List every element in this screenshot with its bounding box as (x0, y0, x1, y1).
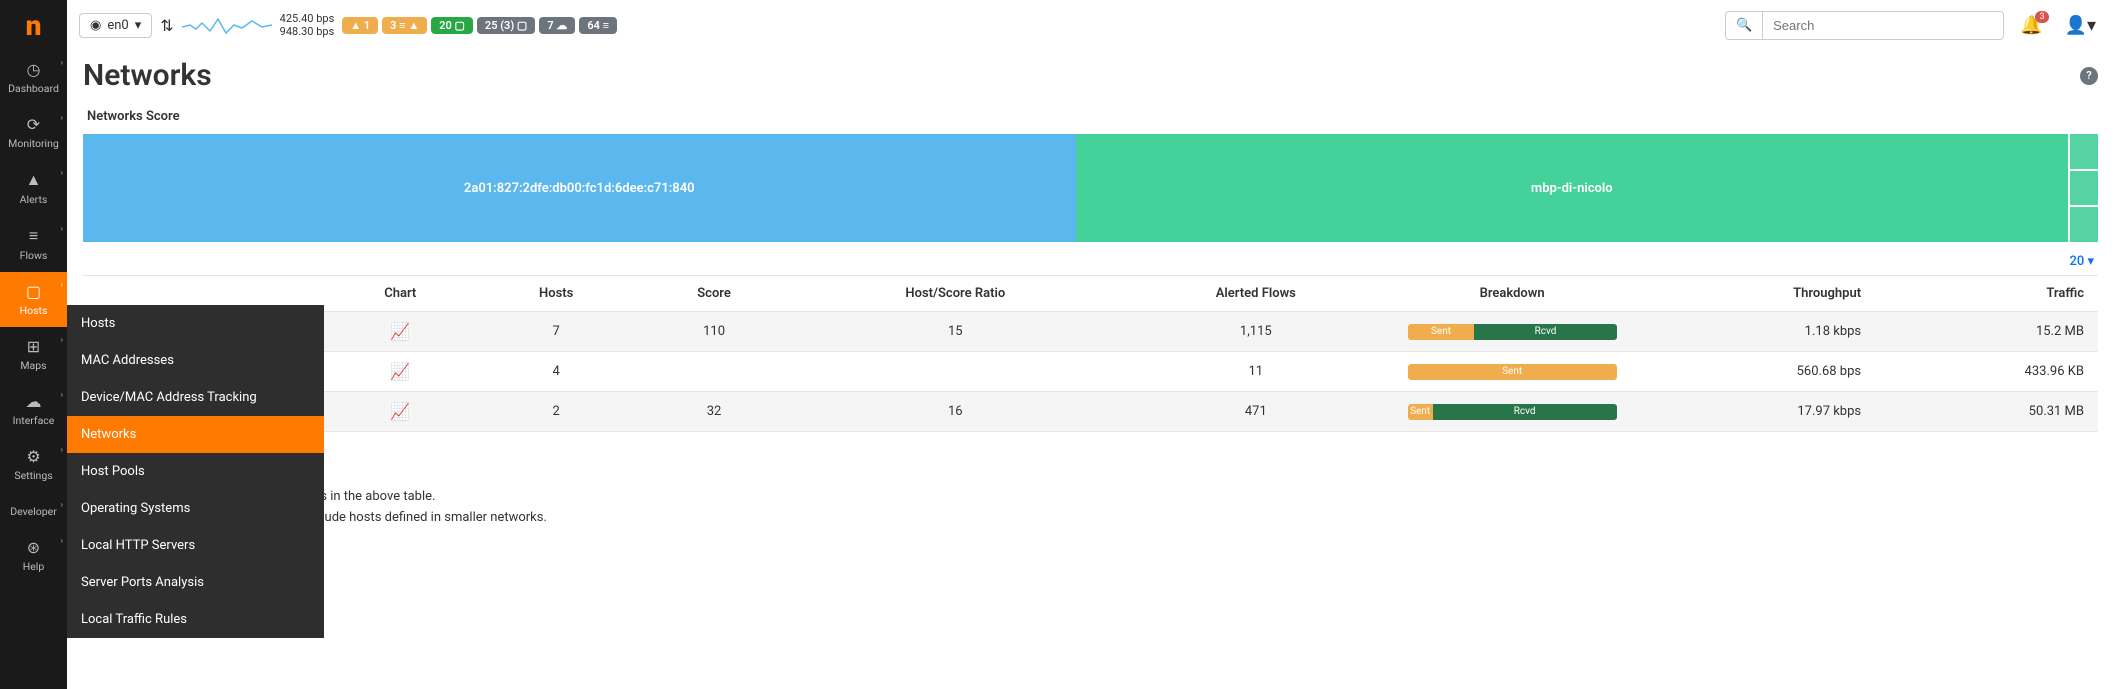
submenu-hosts[interactable]: Hosts (67, 305, 324, 342)
col-header[interactable]: Hosts (477, 276, 636, 312)
user-menu[interactable]: 👤▾ (2059, 15, 2102, 36)
col-header[interactable]: Score (636, 276, 793, 312)
flows-icon: ≡ (29, 226, 38, 246)
search-icon[interactable]: 🔍 (1726, 12, 1763, 39)
hosts-submenu: HostsMAC AddressesDevice/MAC Address Tra… (67, 305, 324, 638)
submenu-mac-addresses[interactable]: MAC Addresses (67, 342, 324, 379)
networks-table: ChartHostsScoreHost/Score RatioAlerted F… (83, 275, 2098, 432)
status-badge[interactable]: 7 ☁ (539, 17, 575, 34)
rates: 425.40 bps 948.30 bps (280, 12, 335, 38)
col-header[interactable]: Breakdown (1394, 276, 1631, 312)
sparkline (182, 13, 272, 37)
status-badge[interactable]: 64 ≡ (579, 17, 617, 34)
dashboard-icon: ◷ (27, 60, 41, 79)
submenu-host-pools[interactable]: Host Pools (67, 453, 324, 490)
notification-count: 3 (2035, 11, 2048, 23)
nav-dashboard[interactable]: ◷Dashboard› (0, 50, 67, 105)
settings-icon: ⚙ (26, 447, 40, 466)
status-badge[interactable]: 20 ▢ (431, 17, 473, 34)
breakdown-bar: Sent (1408, 364, 1617, 380)
status-badge[interactable]: 3 ≡ ▲ (382, 17, 427, 34)
logo[interactable]: n (0, 0, 67, 50)
page-size-selector[interactable]: 20 ▾ (83, 242, 2098, 275)
nav-interface[interactable]: ☁Interface› (0, 382, 67, 437)
breakdown-bar: SentRcvd (1408, 404, 1617, 420)
col-header[interactable]: Throughput (1631, 276, 1875, 312)
maps-icon: ⊞ (27, 337, 40, 356)
submenu-local-http-servers[interactable]: Local HTTP Servers (67, 527, 324, 564)
col-header[interactable]: Chart (324, 276, 477, 312)
treemap-cell[interactable]: mbp-di-nicolo (1076, 134, 2069, 242)
alerts-icon: ▲ (26, 170, 42, 190)
chevron-right-icon: › (61, 445, 63, 454)
nav-maps[interactable]: ⊞Maps› (0, 327, 67, 382)
col-header[interactable]: Alerted Flows (1118, 276, 1393, 312)
updown-icon: ⇅ (160, 16, 173, 35)
col-header[interactable]: Host/Score Ratio (793, 276, 1119, 312)
treemap-cell[interactable]: 2a01:827:2dfe:db00:fc1d:6dee:c71:840 (83, 134, 1076, 242)
content: Networks ? Networks Score 2a01:827:2dfe:… (67, 50, 2114, 689)
search-input[interactable] (1763, 12, 2003, 39)
score-label: Networks Score (83, 109, 2098, 124)
networks-treemap: 2a01:827:2dfe:db00:fc1d:6dee:c71:840mbp-… (83, 134, 2098, 242)
nav-settings[interactable]: ⚙Settings› (0, 437, 67, 492)
page-title: Networks ? (83, 58, 2098, 93)
col-header[interactable]: Traffic (1875, 276, 2098, 312)
rate-bottom: 948.30 bps (280, 25, 335, 38)
table-row: 📈411Sent560.68 bps433.96 KB (83, 352, 2098, 392)
submenu-networks[interactable]: Networks (67, 416, 324, 453)
chart-icon[interactable]: 📈 (390, 362, 410, 381)
submenu-server-ports-analysis[interactable]: Server Ports Analysis (67, 564, 324, 601)
breakdown-bar: SentRcvd (1408, 324, 1617, 340)
table-row: c71:840/64📈23216471SentRcvd17.97 kbps50.… (83, 392, 2098, 432)
chevron-right-icon: › (61, 58, 63, 67)
nav-alerts[interactable]: ▲Alerts› (0, 160, 67, 216)
nav-flows[interactable]: ≡Flows› (0, 216, 67, 272)
chevron-right-icon: › (61, 280, 63, 289)
notes: apping networks: You will see both netwo… (83, 466, 2098, 528)
chart-icon[interactable]: 📈 (390, 402, 410, 421)
nav-hosts[interactable]: ▢Hosts› (0, 272, 67, 327)
chevron-right-icon: › (61, 536, 63, 545)
chevron-right-icon: › (61, 168, 63, 177)
monitoring-icon: ⟳ (27, 115, 40, 134)
notifications-button[interactable]: 🔔 3 (2012, 15, 2050, 36)
main: ◉ en0 ▾ ⇅ 425.40 bps 948.30 bps ▲ 13 ≡ ▲… (67, 0, 2114, 689)
chevron-down-icon: ▾ (135, 18, 142, 33)
nav-developer[interactable]: Developer› (0, 492, 67, 528)
submenu-local-traffic-rules[interactable]: Local Traffic Rules (67, 601, 324, 638)
interface-selector[interactable]: ◉ en0 ▾ (79, 13, 152, 38)
rate-top: 425.40 bps (280, 12, 335, 25)
note-item: The broader network will not include hos… (137, 508, 2098, 529)
help-icon[interactable]: ? (2080, 67, 2098, 85)
hosts-icon: ▢ (26, 282, 41, 301)
status-badge[interactable]: 25 (3) ▢ (477, 17, 535, 34)
help-icon: ⊛ (27, 538, 40, 557)
chevron-right-icon: › (61, 335, 63, 344)
gauge-icon: ◉ (90, 18, 101, 33)
interface-icon: ☁ (26, 392, 42, 411)
chart-icon[interactable]: 📈 (390, 322, 410, 341)
note-item: You will see both network entries in the… (137, 487, 2098, 508)
submenu-device-mac-address-tracking[interactable]: Device/MAC Address Tracking (67, 379, 324, 416)
chevron-right-icon: › (61, 224, 63, 233)
treemap-mini (2070, 134, 2098, 242)
chevron-right-icon: › (61, 113, 63, 122)
submenu-operating-systems[interactable]: Operating Systems (67, 490, 324, 527)
sidebar: n ◷Dashboard›⟳Monitoring›▲Alerts›≡Flows›… (0, 0, 67, 689)
table-row: 📈7110151,115SentRcvd1.18 kbps15.2 MB (83, 312, 2098, 352)
chevron-right-icon: › (61, 500, 63, 509)
nav-monitoring[interactable]: ⟳Monitoring› (0, 105, 67, 160)
status-badges: ▲ 13 ≡ ▲20 ▢25 (3) ▢7 ☁64 ≡ (342, 17, 617, 34)
topbar: ◉ en0 ▾ ⇅ 425.40 bps 948.30 bps ▲ 13 ≡ ▲… (67, 0, 2114, 50)
status-badge[interactable]: ▲ 1 (342, 17, 378, 34)
search-box: 🔍 (1725, 11, 2004, 40)
nav-help[interactable]: ⊛Help› (0, 528, 67, 583)
chevron-right-icon: › (61, 390, 63, 399)
interface-name: en0 (107, 18, 128, 33)
